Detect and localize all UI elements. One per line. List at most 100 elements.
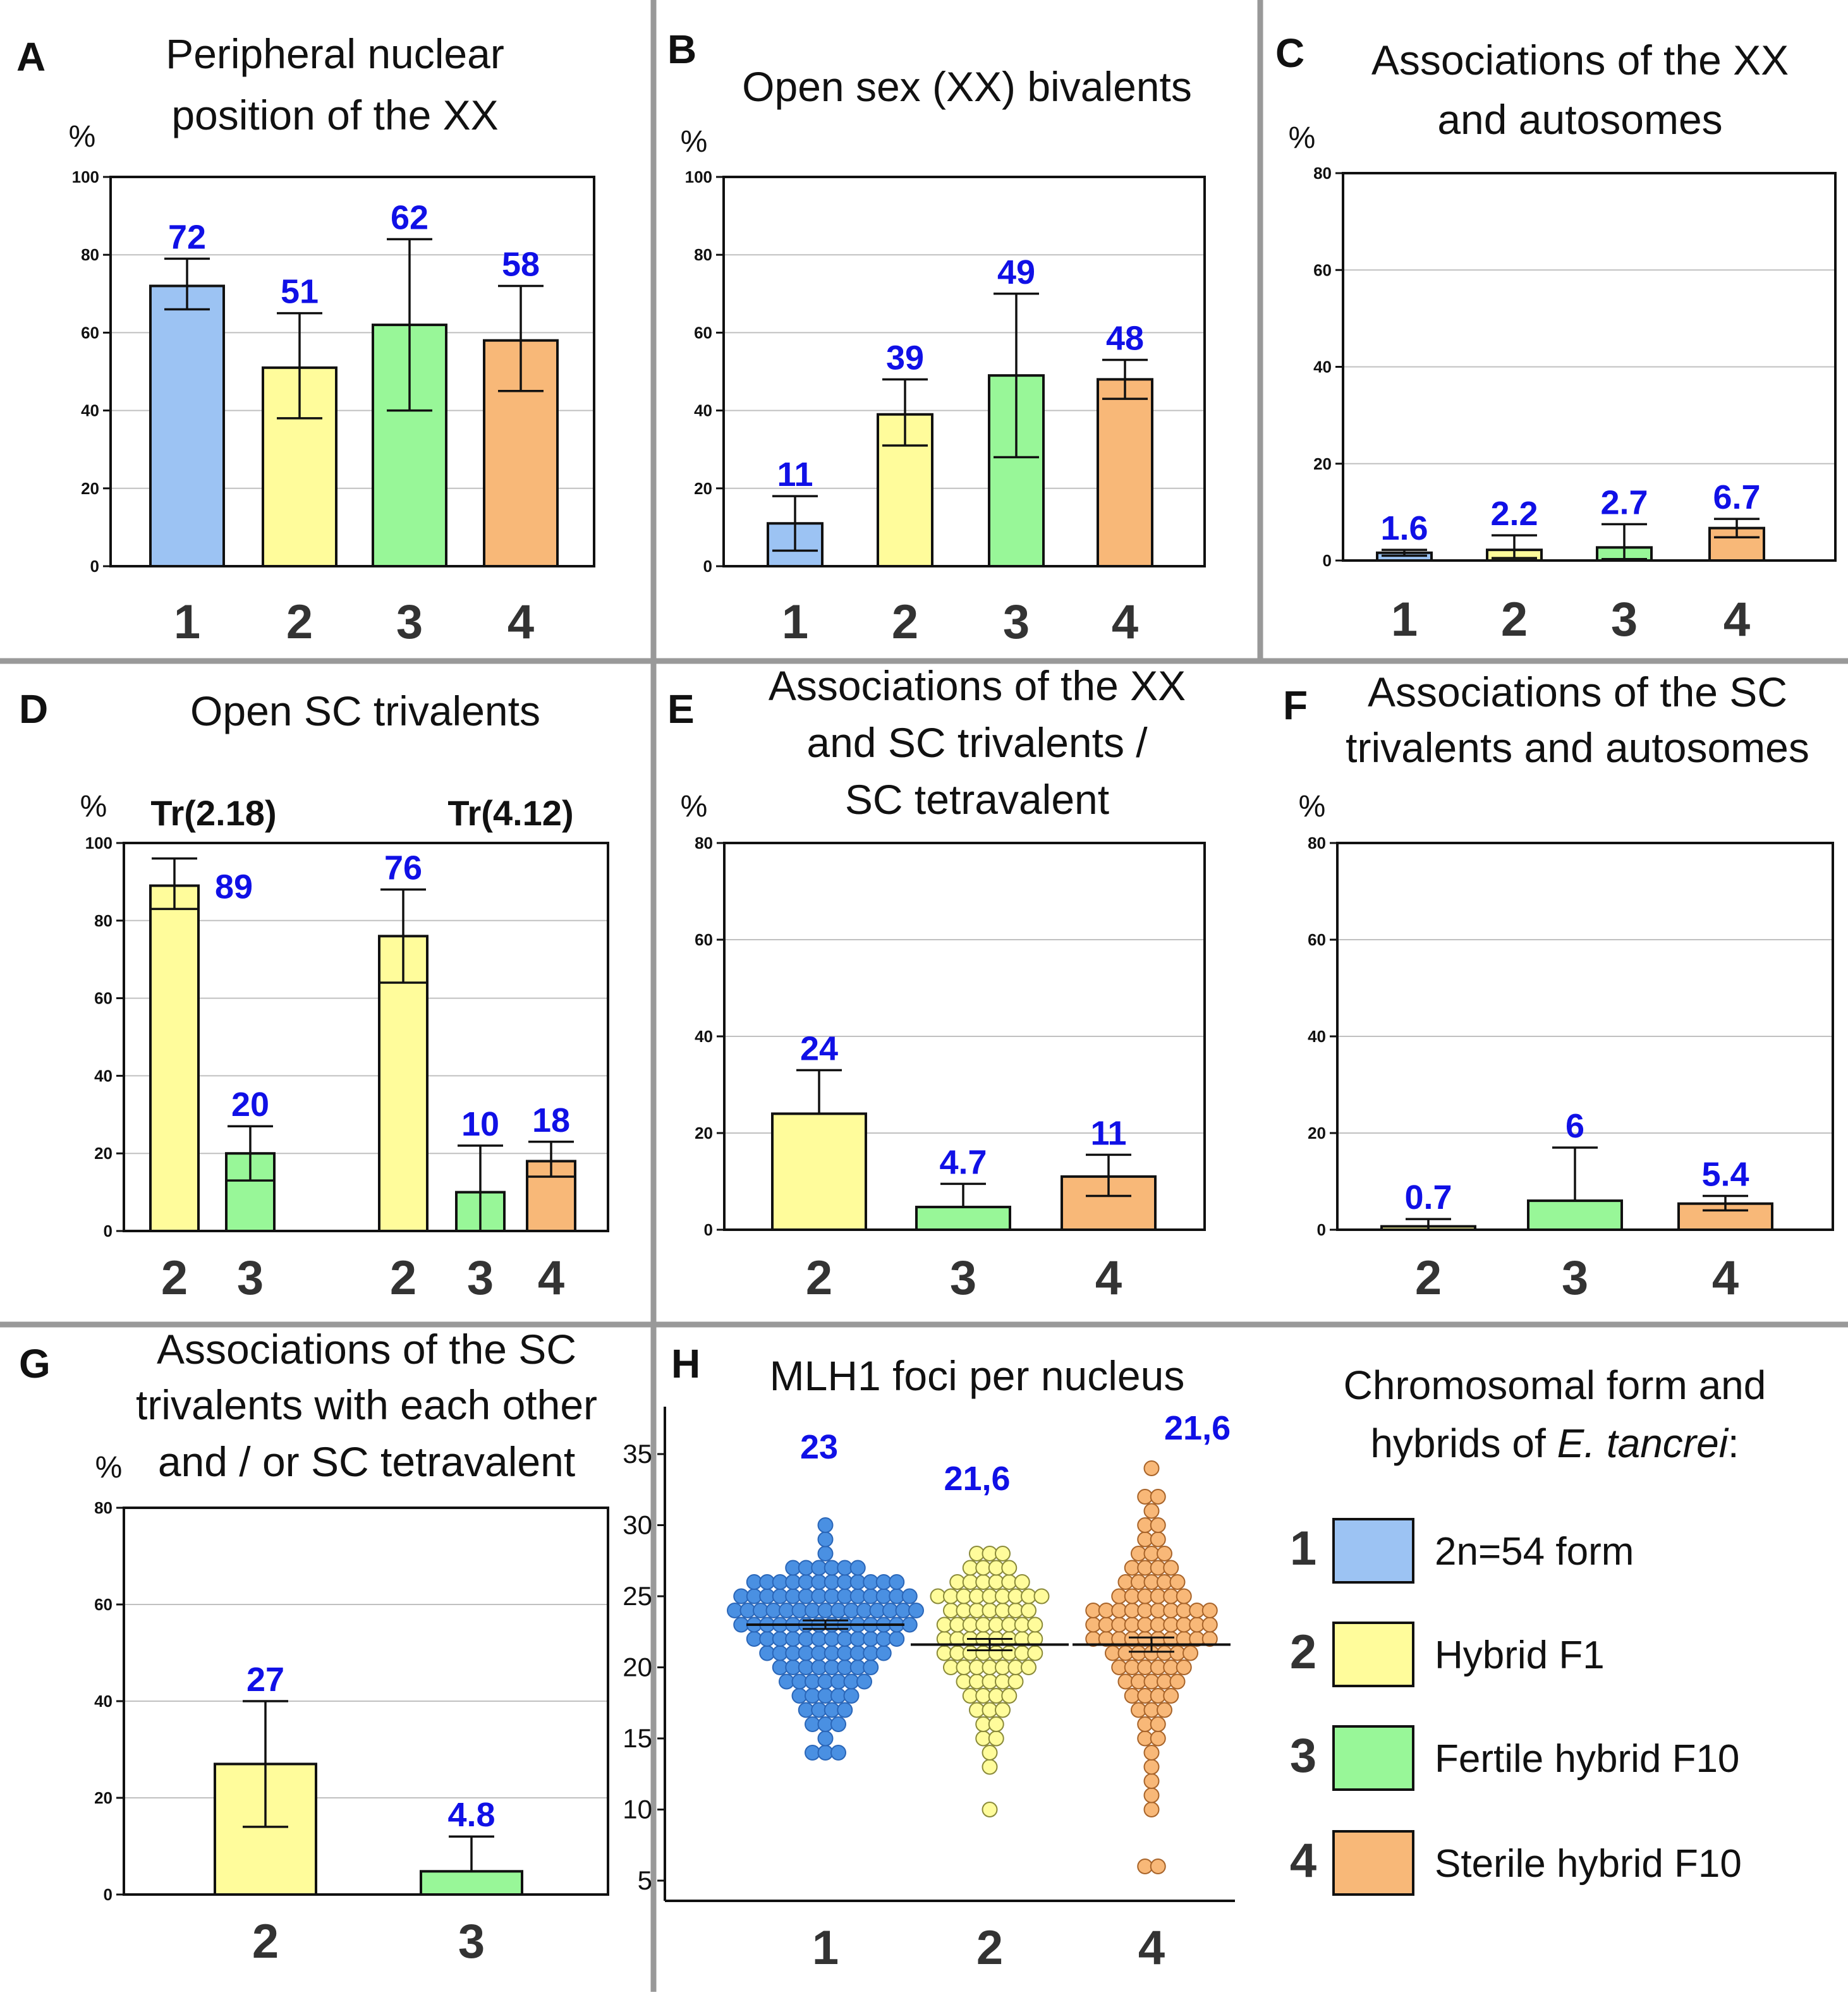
legend-number: 3 bbox=[1290, 1729, 1316, 1783]
data-point bbox=[1143, 1745, 1160, 1761]
mean-label: 21,6 bbox=[944, 1460, 1010, 1498]
x-tick-label: 2 bbox=[976, 1921, 1003, 1975]
data-point bbox=[1157, 1702, 1172, 1718]
data-point bbox=[1143, 1773, 1160, 1789]
data-point bbox=[1001, 1688, 1018, 1704]
y-tick-label: 60 bbox=[81, 323, 99, 342]
y-tick-label: 40 bbox=[694, 401, 712, 420]
plot-frame bbox=[109, 176, 595, 567]
panel-letter: A bbox=[16, 34, 46, 80]
legend-number: 4 bbox=[1290, 1834, 1316, 1888]
chart-title: and / or SC tetravalent bbox=[158, 1438, 575, 1485]
panel-f: F Associations of the SC trivalents and au… bbox=[1283, 669, 1834, 1305]
legend-swatch bbox=[1332, 1518, 1414, 1584]
data-point bbox=[1143, 1787, 1160, 1804]
legend-swatch bbox=[1332, 1622, 1414, 1687]
data-point bbox=[843, 1688, 860, 1704]
data-point bbox=[889, 1631, 905, 1647]
bar bbox=[915, 1206, 1011, 1232]
group-subtitle: Tr(2.18) bbox=[150, 793, 276, 833]
data-label: 58 bbox=[502, 245, 540, 283]
y-tick-label: 80 bbox=[694, 245, 712, 264]
data-label: 0.7 bbox=[1404, 1179, 1452, 1216]
y-tick-label: 60 bbox=[1308, 930, 1326, 949]
bar bbox=[1097, 378, 1153, 567]
x-tick-label: 3 bbox=[1611, 593, 1638, 646]
y-tick-label: 30 bbox=[623, 1510, 652, 1540]
data-label: 49 bbox=[997, 253, 1035, 291]
x-tick-label: 2 bbox=[806, 1251, 832, 1305]
data-point bbox=[988, 1730, 1004, 1747]
x-tick-label: 4 bbox=[508, 595, 534, 649]
data-point bbox=[901, 1616, 918, 1633]
data-point bbox=[1150, 1531, 1166, 1548]
panel-letter: D bbox=[19, 686, 48, 732]
y-tick-label: 80 bbox=[81, 245, 99, 264]
y-tick-label: 20 bbox=[695, 1124, 713, 1143]
data-label: 4.8 bbox=[447, 1796, 495, 1834]
data-label: 6.7 bbox=[1713, 478, 1760, 516]
y-tick-label: 15 bbox=[623, 1723, 652, 1753]
y-axis-label: % bbox=[69, 120, 96, 154]
x-tick-label: 4 bbox=[1095, 1251, 1122, 1305]
data-label: 48 bbox=[1106, 320, 1144, 358]
bar bbox=[1527, 1199, 1623, 1231]
data-point bbox=[1163, 1560, 1179, 1576]
data-point bbox=[995, 1546, 1011, 1561]
data-point bbox=[1027, 1616, 1043, 1633]
data-point bbox=[901, 1588, 918, 1604]
legend-swatch bbox=[1332, 1830, 1414, 1896]
plot-frame bbox=[123, 842, 609, 1232]
y-tick-label: 80 bbox=[1308, 834, 1326, 852]
y-tick-label: 0 bbox=[1323, 551, 1332, 570]
data-point bbox=[837, 1702, 853, 1718]
dot-group bbox=[1085, 1460, 1218, 1874]
data-point bbox=[982, 1802, 998, 1817]
x-tick-label: 3 bbox=[1003, 595, 1030, 649]
chart-title: trivalents and autosomes bbox=[1346, 724, 1809, 771]
data-point bbox=[1007, 1673, 1024, 1690]
y-tick-label: 60 bbox=[695, 930, 713, 949]
x-tick-label: 3 bbox=[1562, 1251, 1588, 1305]
plot-frame bbox=[1342, 172, 1837, 562]
y-tick-label: 40 bbox=[1308, 1027, 1326, 1046]
y-tick-label: 20 bbox=[81, 479, 99, 498]
y-tick-label: 0 bbox=[703, 557, 712, 576]
y-tick-label: 20 bbox=[623, 1652, 652, 1682]
panel-letter: F bbox=[1283, 682, 1308, 728]
panel-letter: H bbox=[671, 1341, 700, 1386]
data-point bbox=[863, 1659, 879, 1675]
data-point bbox=[988, 1716, 1004, 1732]
legend-title-species: E. tancrei bbox=[1557, 1421, 1729, 1466]
legend-label: Hybrid F1 bbox=[1435, 1634, 1605, 1677]
chart-title: Associations of the SC bbox=[157, 1326, 576, 1373]
x-tick-label: 2 bbox=[286, 595, 313, 649]
panel-h: H MLH1 foci per nucleus 5 10 15 20 25 30 35 1 2 4 23… bbox=[623, 1341, 1235, 1975]
data-point bbox=[1150, 1859, 1166, 1874]
data-point bbox=[1027, 1645, 1043, 1661]
data-label: 20 bbox=[231, 1086, 269, 1124]
y-tick-label: 60 bbox=[94, 989, 112, 1008]
y-tick-label: 0 bbox=[104, 1885, 112, 1904]
y-axis-label: % bbox=[95, 1451, 123, 1484]
data-label: 2.2 bbox=[1490, 495, 1538, 533]
data-point bbox=[1150, 1517, 1166, 1533]
y-tick-label: 40 bbox=[94, 1692, 112, 1711]
x-tick-label: 2 bbox=[1501, 593, 1528, 646]
data-label: 10 bbox=[461, 1105, 499, 1143]
dot-group bbox=[727, 1517, 924, 1761]
bar bbox=[378, 935, 429, 1232]
y-tick-label: 40 bbox=[695, 1027, 713, 1046]
x-tick-label: 3 bbox=[950, 1251, 976, 1305]
y-tick-label: 40 bbox=[1313, 358, 1332, 377]
panel-e: E Associations of the XX and SC trivalents… bbox=[667, 662, 1206, 1305]
x-tick-label: 2 bbox=[252, 1915, 279, 1968]
panel-letter: C bbox=[1275, 30, 1304, 76]
y-tick-label: 0 bbox=[104, 1222, 112, 1240]
y-tick-label: 80 bbox=[94, 1498, 112, 1517]
y-tick-label: 80 bbox=[695, 834, 713, 852]
bar bbox=[483, 339, 559, 567]
y-tick-label: 80 bbox=[94, 911, 112, 930]
